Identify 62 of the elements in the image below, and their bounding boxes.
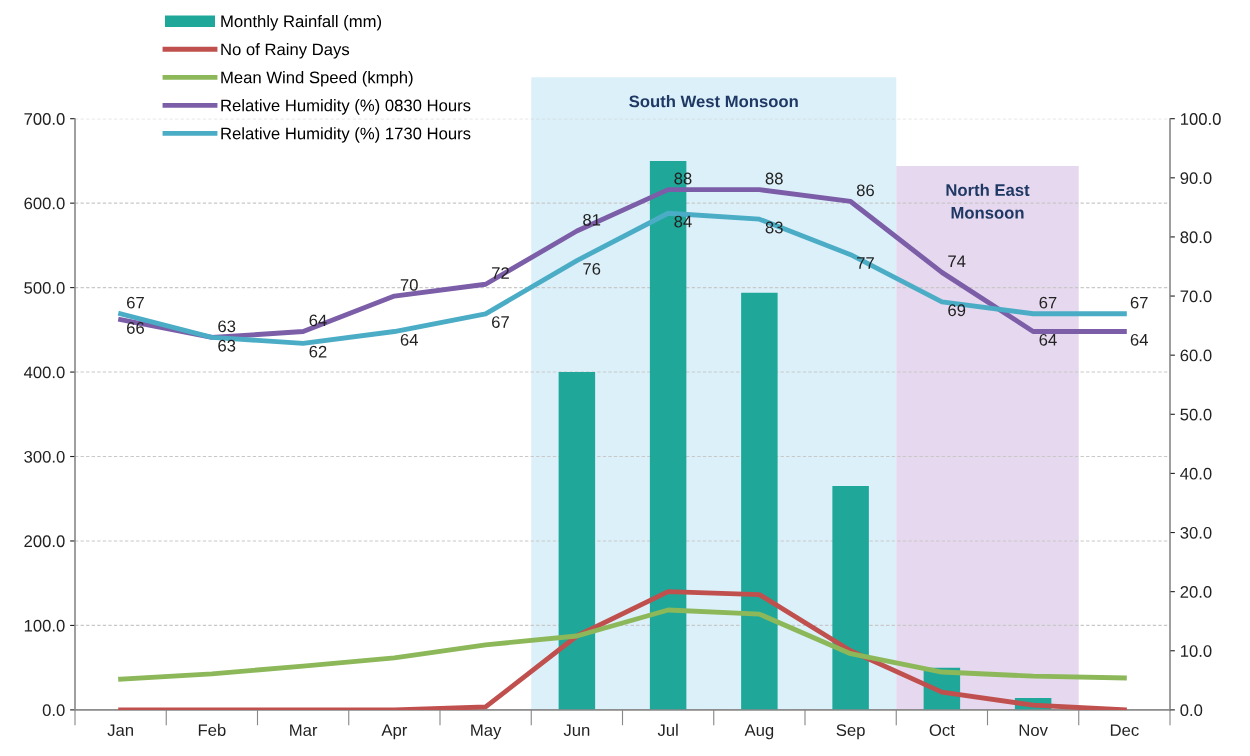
y-tick-label: 100.0 <box>24 619 65 632</box>
data-label: 63 <box>218 339 236 352</box>
legend-label: Relative Humidity (%) 0830 Hours <box>221 99 471 115</box>
legend-label: Relative Humidity (%) 1730 Hours <box>221 127 471 143</box>
x-tick-label: Jul <box>657 723 678 737</box>
data-label: 67 <box>1130 296 1148 309</box>
legend-label: No of Rainy Days <box>221 43 350 59</box>
band-label: North East Monsoon <box>946 183 1030 219</box>
bar <box>832 486 869 710</box>
data-label: 66 <box>127 322 144 334</box>
x-tick-label: Aug <box>744 724 774 740</box>
line-series <box>118 607 1127 682</box>
x-tick-label: Sep <box>836 724 865 740</box>
band-label: South West Monsoon <box>629 95 798 108</box>
x-tick-label: Feb <box>198 723 226 737</box>
data-label: 72 <box>492 267 509 279</box>
data-label: 76 <box>583 262 601 275</box>
x-tick-label: Dec <box>1110 724 1139 737</box>
data-label: 67 <box>1039 296 1057 309</box>
legend-label: Mean Wind Speed (kmph) <box>221 71 413 87</box>
x-tick-label: Apr <box>381 724 408 740</box>
y2-tick-label: 70.0 <box>1180 290 1212 303</box>
data-label: 64 <box>1039 333 1057 346</box>
x-tick-label: May <box>471 724 502 740</box>
y-tick-label: 500.0 <box>24 282 65 294</box>
bar <box>558 372 596 710</box>
data-label: 64 <box>309 314 327 327</box>
y-tick-label: 400.0 <box>23 366 65 379</box>
data-label: 70 <box>400 279 418 291</box>
data-label: 63 <box>218 320 236 333</box>
y2-tick-label: 30.0 <box>1180 526 1212 539</box>
data-label: 67 <box>127 296 144 309</box>
y-tick-label: 300.0 <box>24 450 65 463</box>
y2-tick-label: 40.0 <box>1180 467 1212 480</box>
bar <box>741 292 778 710</box>
y-tick-label: 600.0 <box>24 197 65 210</box>
y2-tick-label: 90.0 <box>1180 172 1212 185</box>
y2-tick-label: 0.0 <box>1180 704 1203 717</box>
legend-label: Monthly Rainfall (mm) <box>221 15 382 31</box>
data-label: 64 <box>1130 333 1148 346</box>
y2-tick-label: 80.0 <box>1180 231 1212 244</box>
y2-tick-label: 20.0 <box>1180 586 1212 598</box>
data-label: 88 <box>765 172 783 185</box>
data-label: 86 <box>856 184 874 197</box>
y2-tick-label: 100.0 <box>1180 113 1221 125</box>
y-tick-label: 0.0 <box>42 704 65 717</box>
x-tick-label: Jun <box>563 724 590 737</box>
data-label: 69 <box>948 304 966 317</box>
data-label: 67 <box>492 316 509 328</box>
data-label: 74 <box>948 255 966 267</box>
data-label: 62 <box>309 345 327 358</box>
y2-tick-label: 10.0 <box>1180 645 1212 657</box>
line-series <box>118 589 1127 710</box>
x-tick-label: Nov <box>1019 724 1048 737</box>
x-tick-label: Oct <box>929 724 955 737</box>
x-tick-label: Jan <box>107 724 133 737</box>
x-tick-label: Mar <box>290 724 318 737</box>
y-tick-label: 700.0 <box>24 113 65 125</box>
y-tick-label: 200.0 <box>24 535 65 548</box>
y2-tick-label: 50.0 <box>1180 408 1212 421</box>
data-label: 64 <box>400 333 418 346</box>
y2-tick-label: 60.0 <box>1180 349 1212 362</box>
